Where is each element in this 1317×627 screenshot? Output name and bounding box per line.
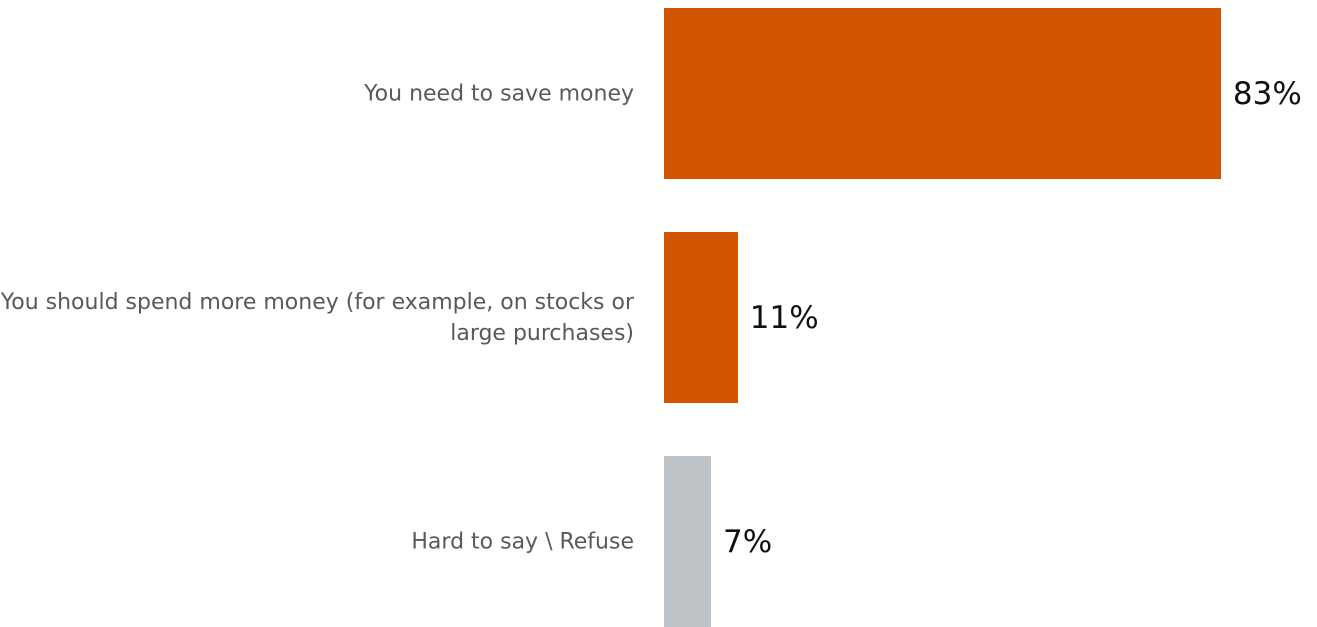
bar (664, 456, 711, 627)
category-label: You should spend more money (for example… (0, 289, 634, 346)
data-label: 7% (722, 523, 773, 560)
category-label: You need to save money (364, 81, 634, 106)
bar (664, 232, 738, 403)
category-label: Hard to say \ Refuse (411, 529, 634, 554)
data-label: 83% (1232, 75, 1302, 112)
data-label: 11% (749, 299, 819, 336)
bar (664, 8, 1221, 179)
